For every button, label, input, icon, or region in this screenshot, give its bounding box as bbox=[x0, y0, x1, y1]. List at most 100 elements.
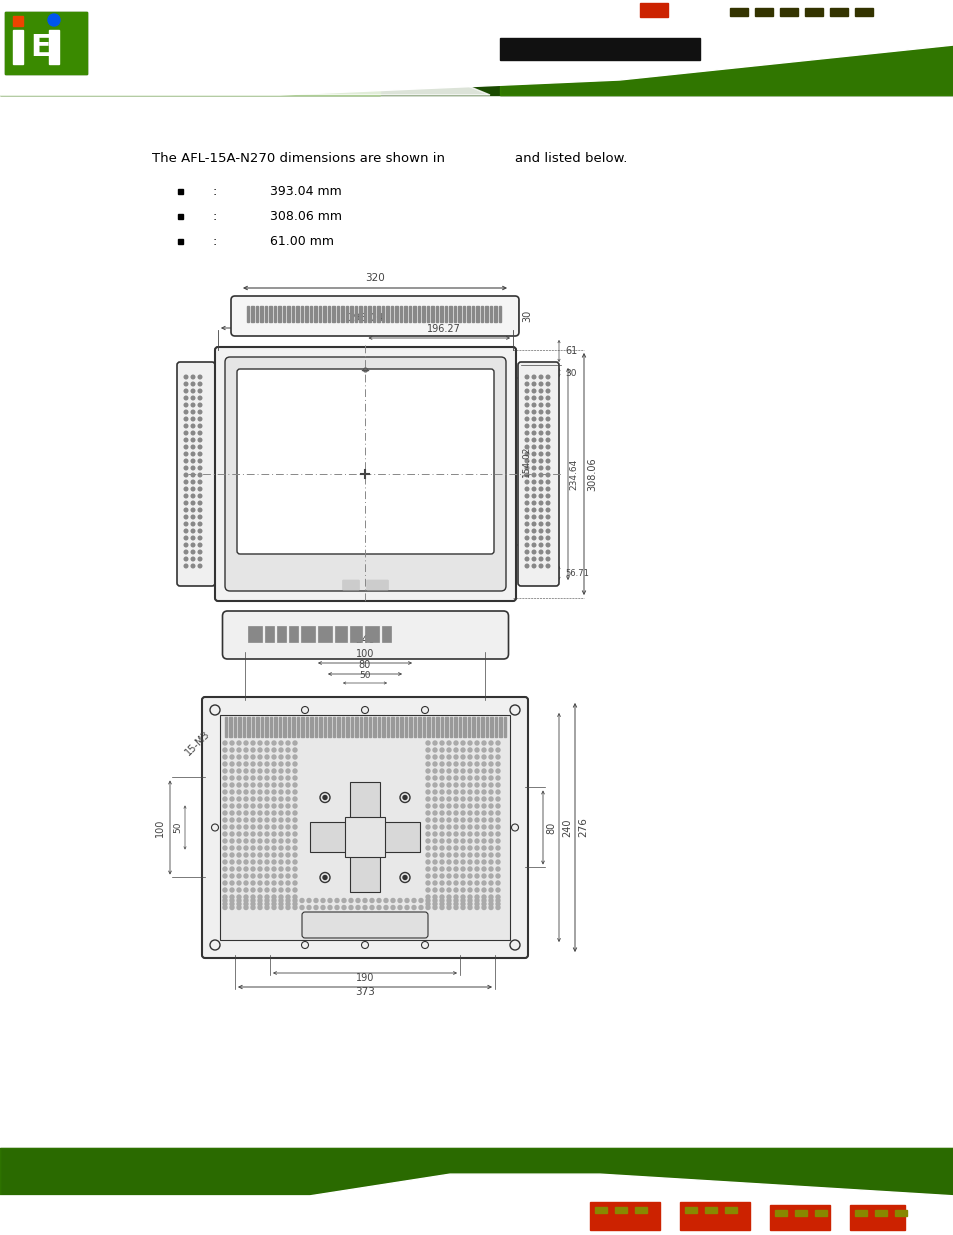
Circle shape bbox=[370, 905, 374, 909]
Bar bbox=[729, 7, 747, 16]
Circle shape bbox=[532, 389, 536, 393]
Circle shape bbox=[546, 417, 549, 421]
Circle shape bbox=[265, 899, 269, 903]
Bar bbox=[247, 306, 250, 322]
Circle shape bbox=[278, 905, 283, 909]
Circle shape bbox=[447, 818, 451, 823]
Circle shape bbox=[286, 846, 290, 850]
Circle shape bbox=[286, 825, 290, 829]
Circle shape bbox=[489, 895, 493, 899]
FancyBboxPatch shape bbox=[177, 362, 214, 585]
Circle shape bbox=[468, 905, 472, 909]
Circle shape bbox=[328, 899, 332, 903]
Circle shape bbox=[460, 790, 464, 794]
Bar bbox=[490, 306, 492, 322]
Bar bbox=[499, 0, 953, 95]
Circle shape bbox=[447, 881, 451, 885]
Circle shape bbox=[307, 905, 311, 909]
Circle shape bbox=[426, 895, 430, 899]
Circle shape bbox=[546, 445, 549, 448]
Circle shape bbox=[525, 445, 528, 448]
Circle shape bbox=[460, 832, 464, 836]
Circle shape bbox=[236, 846, 241, 850]
Circle shape bbox=[223, 741, 227, 745]
Circle shape bbox=[272, 748, 275, 752]
Circle shape bbox=[198, 536, 202, 540]
Bar bbox=[310, 718, 313, 737]
Circle shape bbox=[454, 811, 457, 815]
Circle shape bbox=[496, 825, 499, 829]
Circle shape bbox=[244, 783, 248, 787]
Circle shape bbox=[184, 487, 188, 490]
Circle shape bbox=[257, 839, 262, 844]
Circle shape bbox=[439, 818, 443, 823]
Circle shape bbox=[293, 804, 296, 808]
Bar bbox=[350, 783, 379, 893]
Circle shape bbox=[286, 776, 290, 781]
Circle shape bbox=[244, 790, 248, 794]
Text: 100: 100 bbox=[154, 819, 165, 836]
Circle shape bbox=[489, 818, 493, 823]
Bar bbox=[462, 306, 465, 322]
Circle shape bbox=[468, 860, 472, 864]
Circle shape bbox=[460, 846, 464, 850]
Circle shape bbox=[278, 881, 283, 885]
Circle shape bbox=[489, 881, 493, 885]
Circle shape bbox=[489, 748, 493, 752]
Circle shape bbox=[191, 452, 194, 456]
Circle shape bbox=[257, 867, 262, 871]
Circle shape bbox=[198, 466, 202, 469]
Circle shape bbox=[538, 375, 542, 379]
Circle shape bbox=[230, 818, 233, 823]
Circle shape bbox=[475, 825, 478, 829]
Bar bbox=[310, 306, 313, 322]
Circle shape bbox=[489, 888, 493, 892]
Circle shape bbox=[257, 741, 262, 745]
Bar bbox=[248, 626, 262, 642]
Circle shape bbox=[257, 853, 262, 857]
Circle shape bbox=[538, 494, 542, 498]
Bar bbox=[404, 306, 407, 322]
Circle shape bbox=[293, 818, 296, 823]
Circle shape bbox=[265, 895, 269, 899]
FancyBboxPatch shape bbox=[231, 296, 518, 336]
Circle shape bbox=[468, 825, 472, 829]
Circle shape bbox=[433, 748, 436, 752]
Circle shape bbox=[286, 860, 290, 864]
Circle shape bbox=[223, 832, 227, 836]
Circle shape bbox=[532, 530, 536, 532]
FancyBboxPatch shape bbox=[302, 911, 428, 939]
Circle shape bbox=[489, 790, 493, 794]
Circle shape bbox=[433, 804, 436, 808]
Circle shape bbox=[251, 762, 254, 766]
Circle shape bbox=[426, 846, 430, 850]
Circle shape bbox=[454, 902, 457, 906]
Polygon shape bbox=[0, 0, 953, 95]
Circle shape bbox=[293, 811, 296, 815]
Circle shape bbox=[468, 776, 472, 781]
Circle shape bbox=[251, 776, 254, 781]
Circle shape bbox=[468, 797, 472, 802]
Circle shape bbox=[286, 832, 290, 836]
Circle shape bbox=[251, 902, 254, 906]
Text: E: E bbox=[30, 33, 51, 62]
Bar bbox=[341, 718, 344, 737]
Circle shape bbox=[468, 846, 472, 850]
Circle shape bbox=[293, 881, 296, 885]
Bar bbox=[476, 306, 478, 322]
Bar bbox=[679, 1202, 749, 1230]
Circle shape bbox=[286, 755, 290, 760]
Circle shape bbox=[546, 431, 549, 435]
Circle shape bbox=[538, 382, 542, 385]
Circle shape bbox=[481, 853, 485, 857]
Circle shape bbox=[532, 536, 536, 540]
Bar bbox=[243, 718, 245, 737]
Circle shape bbox=[426, 776, 430, 781]
Circle shape bbox=[433, 899, 436, 903]
Circle shape bbox=[532, 522, 536, 526]
Circle shape bbox=[468, 804, 472, 808]
Circle shape bbox=[532, 452, 536, 456]
Circle shape bbox=[278, 888, 283, 892]
Bar bbox=[494, 306, 497, 322]
Circle shape bbox=[198, 473, 202, 477]
